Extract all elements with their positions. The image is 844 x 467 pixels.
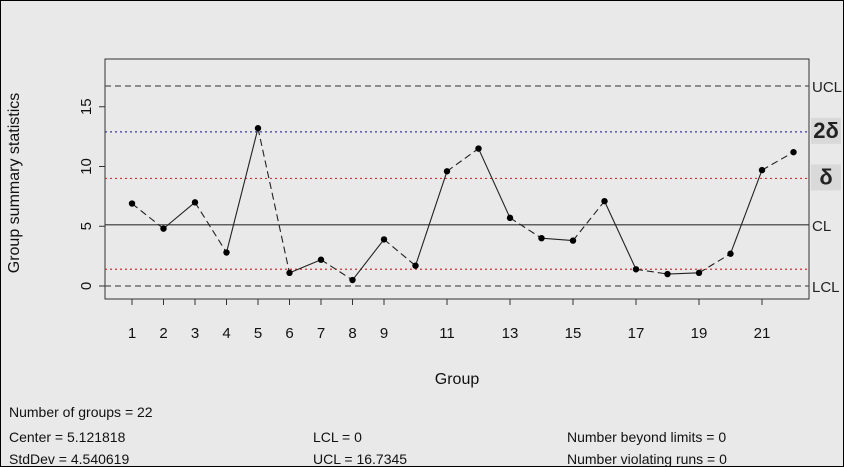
data-point [254, 125, 262, 132]
x-tick-label: 11 [439, 325, 455, 342]
y-tick-label: 5 [78, 222, 95, 230]
ref-label-bg [811, 164, 841, 191]
stat-number-beyond-limits: Number beyond limits = 0 [567, 429, 727, 445]
ref-label-CL: CL [812, 218, 831, 235]
series-segment [163, 201, 196, 230]
series-segment [446, 148, 479, 172]
data-point [380, 236, 388, 243]
series-segment [477, 148, 511, 219]
data-point [790, 148, 797, 156]
series-segment [131, 203, 164, 230]
x-tick-label: 7 [317, 325, 325, 342]
data-point [601, 197, 608, 205]
series-segment [635, 268, 668, 275]
data-point [160, 225, 167, 232]
x-tick-label: 15 [565, 325, 582, 342]
x-axis-label: Group [435, 371, 480, 388]
stat-lcl: LCL = 0 [313, 429, 362, 445]
x-tick-label: 17 [628, 325, 645, 342]
data-point [475, 145, 482, 152]
stat-ucl: UCL = 16.7345 [313, 451, 408, 467]
series-segment [352, 239, 385, 281]
x-tick-label: 21 [754, 325, 771, 342]
series-segment [604, 200, 637, 270]
series-segment [383, 238, 416, 267]
stat-center: Center = 5.121818 [9, 429, 126, 445]
series-segment [225, 128, 259, 253]
series-segment [289, 259, 322, 274]
series-segment [761, 151, 794, 171]
data-point [349, 276, 356, 284]
data-point [191, 199, 199, 206]
stat-number-violating-runs: Number violating runs = 0 [567, 451, 727, 467]
series-segment [572, 200, 605, 241]
x-tick-label: 1 [128, 325, 136, 342]
x-tick-label: 3 [191, 325, 199, 342]
y-tick-label: 10 [78, 158, 95, 175]
data-point [506, 214, 514, 222]
ref-label-bg [811, 117, 841, 144]
x-tick-label: 13 [502, 325, 519, 342]
series-segment [257, 128, 291, 273]
series-segment [509, 217, 542, 239]
data-point [727, 250, 734, 257]
x-tick-label: 9 [380, 325, 388, 342]
y-tick-label: 15 [78, 98, 95, 115]
series-segment [194, 202, 227, 253]
x-tick-label: 4 [222, 325, 230, 342]
data-point [412, 262, 419, 269]
data-point [758, 166, 766, 174]
x-tick-label: 5 [254, 325, 262, 342]
x-tick-label: 19 [691, 325, 708, 342]
data-point [286, 269, 293, 277]
data-point [443, 168, 451, 175]
ref-label-2delta: 2δ [813, 118, 839, 143]
x-tick-label: 2 [159, 325, 167, 342]
data-point [128, 200, 136, 207]
data-point [569, 237, 577, 244]
data-point [223, 249, 230, 256]
y-axis-label: Group summary statistics [6, 93, 23, 273]
ref-label-delta: δ [819, 164, 832, 189]
ref-label-UCL: UCL [812, 79, 842, 96]
data-point [317, 256, 325, 263]
data-point [538, 235, 545, 242]
stat-stddev: StdDev = 4.540619 [9, 451, 130, 467]
series-segment [541, 237, 574, 242]
series-segment [667, 272, 700, 275]
data-point [632, 266, 640, 273]
data-point [664, 270, 671, 278]
x-tick-label: 6 [285, 325, 293, 342]
ref-label-LCL: LCL [812, 279, 840, 296]
series-segment [698, 253, 731, 274]
stat-number-of-groups: Number of groups = 22 [9, 404, 153, 420]
series-segment [729, 169, 763, 254]
x-tick-label: 8 [348, 325, 356, 342]
y-tick-label: 0 [78, 282, 95, 290]
control-chart: UCL 2δ δ CL LCL 0 5 10 15 1 2 3 4 5 6 7 8 9 11 13 15 17 19 21… [6, 58, 842, 388]
series-segment [320, 259, 353, 281]
data-point [695, 269, 703, 277]
series-segment [414, 171, 448, 266]
